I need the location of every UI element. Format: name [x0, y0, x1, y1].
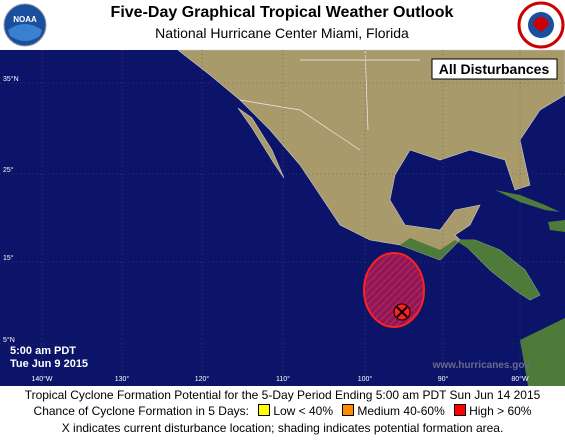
latitude-label: 35°N: [3, 75, 19, 83]
noaa-logo: NOAA: [3, 3, 47, 47]
borders: [239, 49, 420, 151]
legend-swatch: [342, 404, 355, 416]
legend-swatch: [258, 404, 271, 416]
cuba: [495, 190, 560, 212]
noaa-logo-text: NOAA: [13, 15, 37, 24]
longitude-label: 90°: [438, 375, 449, 383]
website: www.hurricanes.gov: [432, 360, 531, 371]
footer-line1: Tropical Cyclone Formation Potential for…: [24, 388, 541, 402]
legend-entry: Low < 40%: [273, 404, 334, 418]
footer-legend: Chance of Cyclone Formation in 5 Days: L…: [0, 404, 565, 418]
longitude-labels: 140°W 130° 120° 110° 100° 90° 80°W: [31, 375, 529, 383]
south-america: [520, 318, 565, 386]
nws-logo: [517, 1, 565, 49]
issued-date: Tue Jun 9 2015: [10, 358, 88, 370]
legend-swatch: [454, 404, 467, 416]
outlook-map: NOAA Five-Day Graphical Tropical Weather…: [0, 0, 565, 386]
disturbance-x: [393, 303, 411, 321]
legend-entry: High > 60%: [469, 404, 532, 418]
longitude-label: 110°: [276, 375, 290, 383]
title: Five-Day Graphical Tropical Weather Outl…: [111, 4, 454, 21]
longitude-label: 100°: [358, 375, 373, 383]
longitude-label: 120°: [195, 375, 210, 383]
subtitle: National Hurricane Center Miami, Florida: [155, 25, 409, 41]
southern-land: [400, 238, 540, 300]
latitude-label: 25°: [3, 166, 14, 174]
longitude-label: 130°: [115, 375, 130, 383]
map-label: All Disturbances: [439, 61, 550, 77]
latitude-label: 5°N: [3, 336, 15, 344]
hispaniola: [548, 220, 565, 232]
legend-title: Chance of Cyclone Formation in 5 Days:: [33, 404, 249, 418]
issued-time: 5:00 am PDT: [10, 345, 76, 357]
footer-line3: X indicates current disturbance location…: [61, 421, 504, 435]
formation-area: [363, 252, 425, 328]
label-box: [431, 58, 558, 80]
latitude-labels: 35°N 25° 15° 5°N: [3, 75, 19, 344]
baja: [237, 107, 285, 179]
longitude-label: 80°W: [511, 375, 529, 383]
longitude-label: 140°W: [31, 375, 52, 383]
latitude-label: 15°: [3, 254, 14, 262]
legend-entry: Medium 40-60%: [357, 404, 445, 418]
